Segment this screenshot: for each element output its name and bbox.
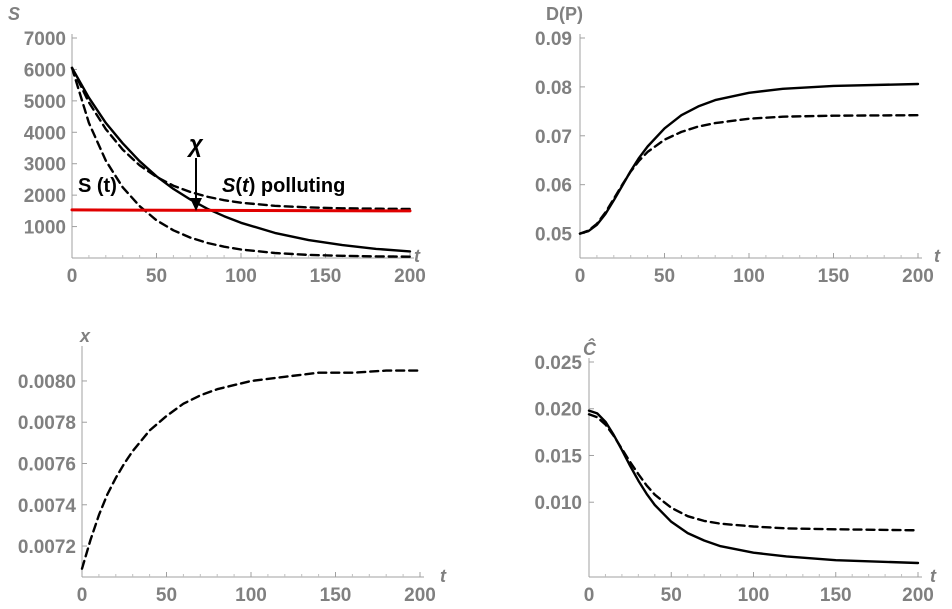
y-tick-label: 1000: [24, 218, 66, 239]
axes: [81, 346, 424, 578]
panel-damage-dp: D(P) t 0 50 100 150 200 0.05 0.06 0.07 0.08 0.09: [535, 4, 941, 287]
y-axis-label: x: [79, 326, 91, 346]
y-tick-label: 0.07: [535, 127, 572, 148]
x-tick-label: 150: [818, 266, 850, 287]
x-tick-label: 100: [225, 266, 257, 287]
y-axis-label: Ĉ: [583, 338, 597, 359]
series-line-3-solid: [70, 208, 412, 213]
annotation-chi: χ: [186, 131, 204, 158]
y-tick-label: 0.0078: [18, 413, 76, 434]
y-tick-label: 5000: [24, 92, 66, 113]
y-axis-label: S: [8, 4, 20, 24]
x-tick-label: 200: [902, 266, 934, 287]
x-tick-label: 0: [77, 585, 88, 606]
y-tick-label: 0.0080: [18, 372, 76, 393]
series-line-0-solid: [70, 66, 412, 253]
series-line-1-dashed: [578, 113, 920, 235]
x-tick-label: 100: [235, 585, 267, 606]
tick-labels: 0 50 100 150 200 0.010 0.015 0.020 0.025: [534, 353, 933, 606]
y-tick-label: 6000: [24, 60, 66, 81]
x-axis-label: t: [414, 246, 421, 266]
y-tick-label: 0.020: [534, 400, 582, 421]
series-line-0-dashed: [80, 369, 422, 570]
x-tick-label: 50: [156, 585, 177, 606]
annotation-s-polluting: S(t) polluting: [222, 175, 345, 197]
x-tick-label: 150: [820, 585, 852, 606]
x-tick-label: 50: [661, 585, 682, 606]
x-tick-label: 50: [146, 266, 167, 287]
x-tick-label: 150: [310, 266, 342, 287]
series-line-0-solid: [578, 82, 920, 235]
series-line-0-solid: [587, 409, 920, 565]
series-line-1-dashed: [587, 413, 920, 532]
y-axis-label: D(P): [546, 4, 583, 24]
y-tick-label: 0.09: [535, 29, 572, 50]
panel-c-hat: Ĉ t 0 50 100 150 200 0.010 0.015 0.020 0.025: [534, 338, 937, 606]
x-tick-label: 200: [404, 585, 436, 606]
x-tick-label: 100: [738, 585, 770, 606]
y-tick-label: 3000: [24, 155, 66, 176]
x-tick-label: 0: [575, 266, 586, 287]
y-tick-label: 0.0074: [18, 496, 77, 517]
x-tick-label: 0: [67, 266, 78, 287]
x-tick-label: 150: [320, 585, 352, 606]
x-tick-label: 50: [654, 266, 675, 287]
y-tick-label: 0.015: [534, 446, 582, 467]
annotation-s-polluting-rest: ) polluting: [249, 175, 346, 197]
y-tick-label: 0.0076: [18, 455, 76, 476]
panel-stock-s: S t 0 50 100 150 200 1000 2000 3000 4000 5000 6000…: [8, 4, 426, 287]
tick-labels: 0 50 100 150 200 0.05 0.06 0.07 0.08 0.09: [535, 29, 934, 287]
x-axis-label: t: [440, 566, 447, 586]
y-tick-label: 0.0072: [18, 537, 76, 558]
x-tick-label: 200: [394, 266, 426, 287]
series: [587, 409, 920, 565]
y-tick-label: 2000: [24, 186, 66, 207]
y-tick-label: 0.08: [535, 78, 572, 99]
y-tick-label: 4000: [24, 123, 66, 144]
annotation-s-polluting-t: t: [242, 175, 250, 197]
x-axis-label: t: [930, 566, 937, 586]
annotation-s-t: S (t): [78, 175, 117, 197]
tick-labels: 0 50 100 150 200 1000 2000 3000 4000 5000 6000 7000: [24, 29, 426, 287]
y-tick-label: 0.06: [535, 176, 572, 197]
series: [578, 82, 920, 235]
series: [80, 369, 422, 570]
series: [70, 66, 412, 258]
x-tick-label: 200: [902, 585, 934, 606]
annotations: S (t) S(t) polluting χ: [78, 131, 345, 211]
x-tick-label: 0: [584, 585, 595, 606]
x-tick-label: 100: [733, 266, 765, 287]
series-line-2-dashed: [70, 66, 412, 211]
x-axis-label: t: [934, 246, 941, 266]
axes: [588, 358, 922, 578]
annotation-s-polluting-symbol: S: [222, 175, 236, 197]
axes: [579, 34, 922, 259]
panel-x: x t 0 50 100 150 200 0.0072 0.0074 0.0076 0.0078…: [18, 326, 447, 606]
series-line-1-dashed: [70, 66, 412, 258]
y-tick-label: 0.010: [534, 493, 582, 514]
tick-labels: 0 50 100 150 200 0.0072 0.0074 0.0076 0.0078 0.00…: [18, 372, 436, 606]
chi-arrow-head: [190, 198, 202, 211]
y-tick-label: 7000: [24, 29, 66, 50]
y-tick-label: 0.05: [535, 225, 572, 246]
annotation-s-polluting-open: (: [235, 175, 242, 197]
y-tick-label: 0.025: [534, 353, 582, 374]
